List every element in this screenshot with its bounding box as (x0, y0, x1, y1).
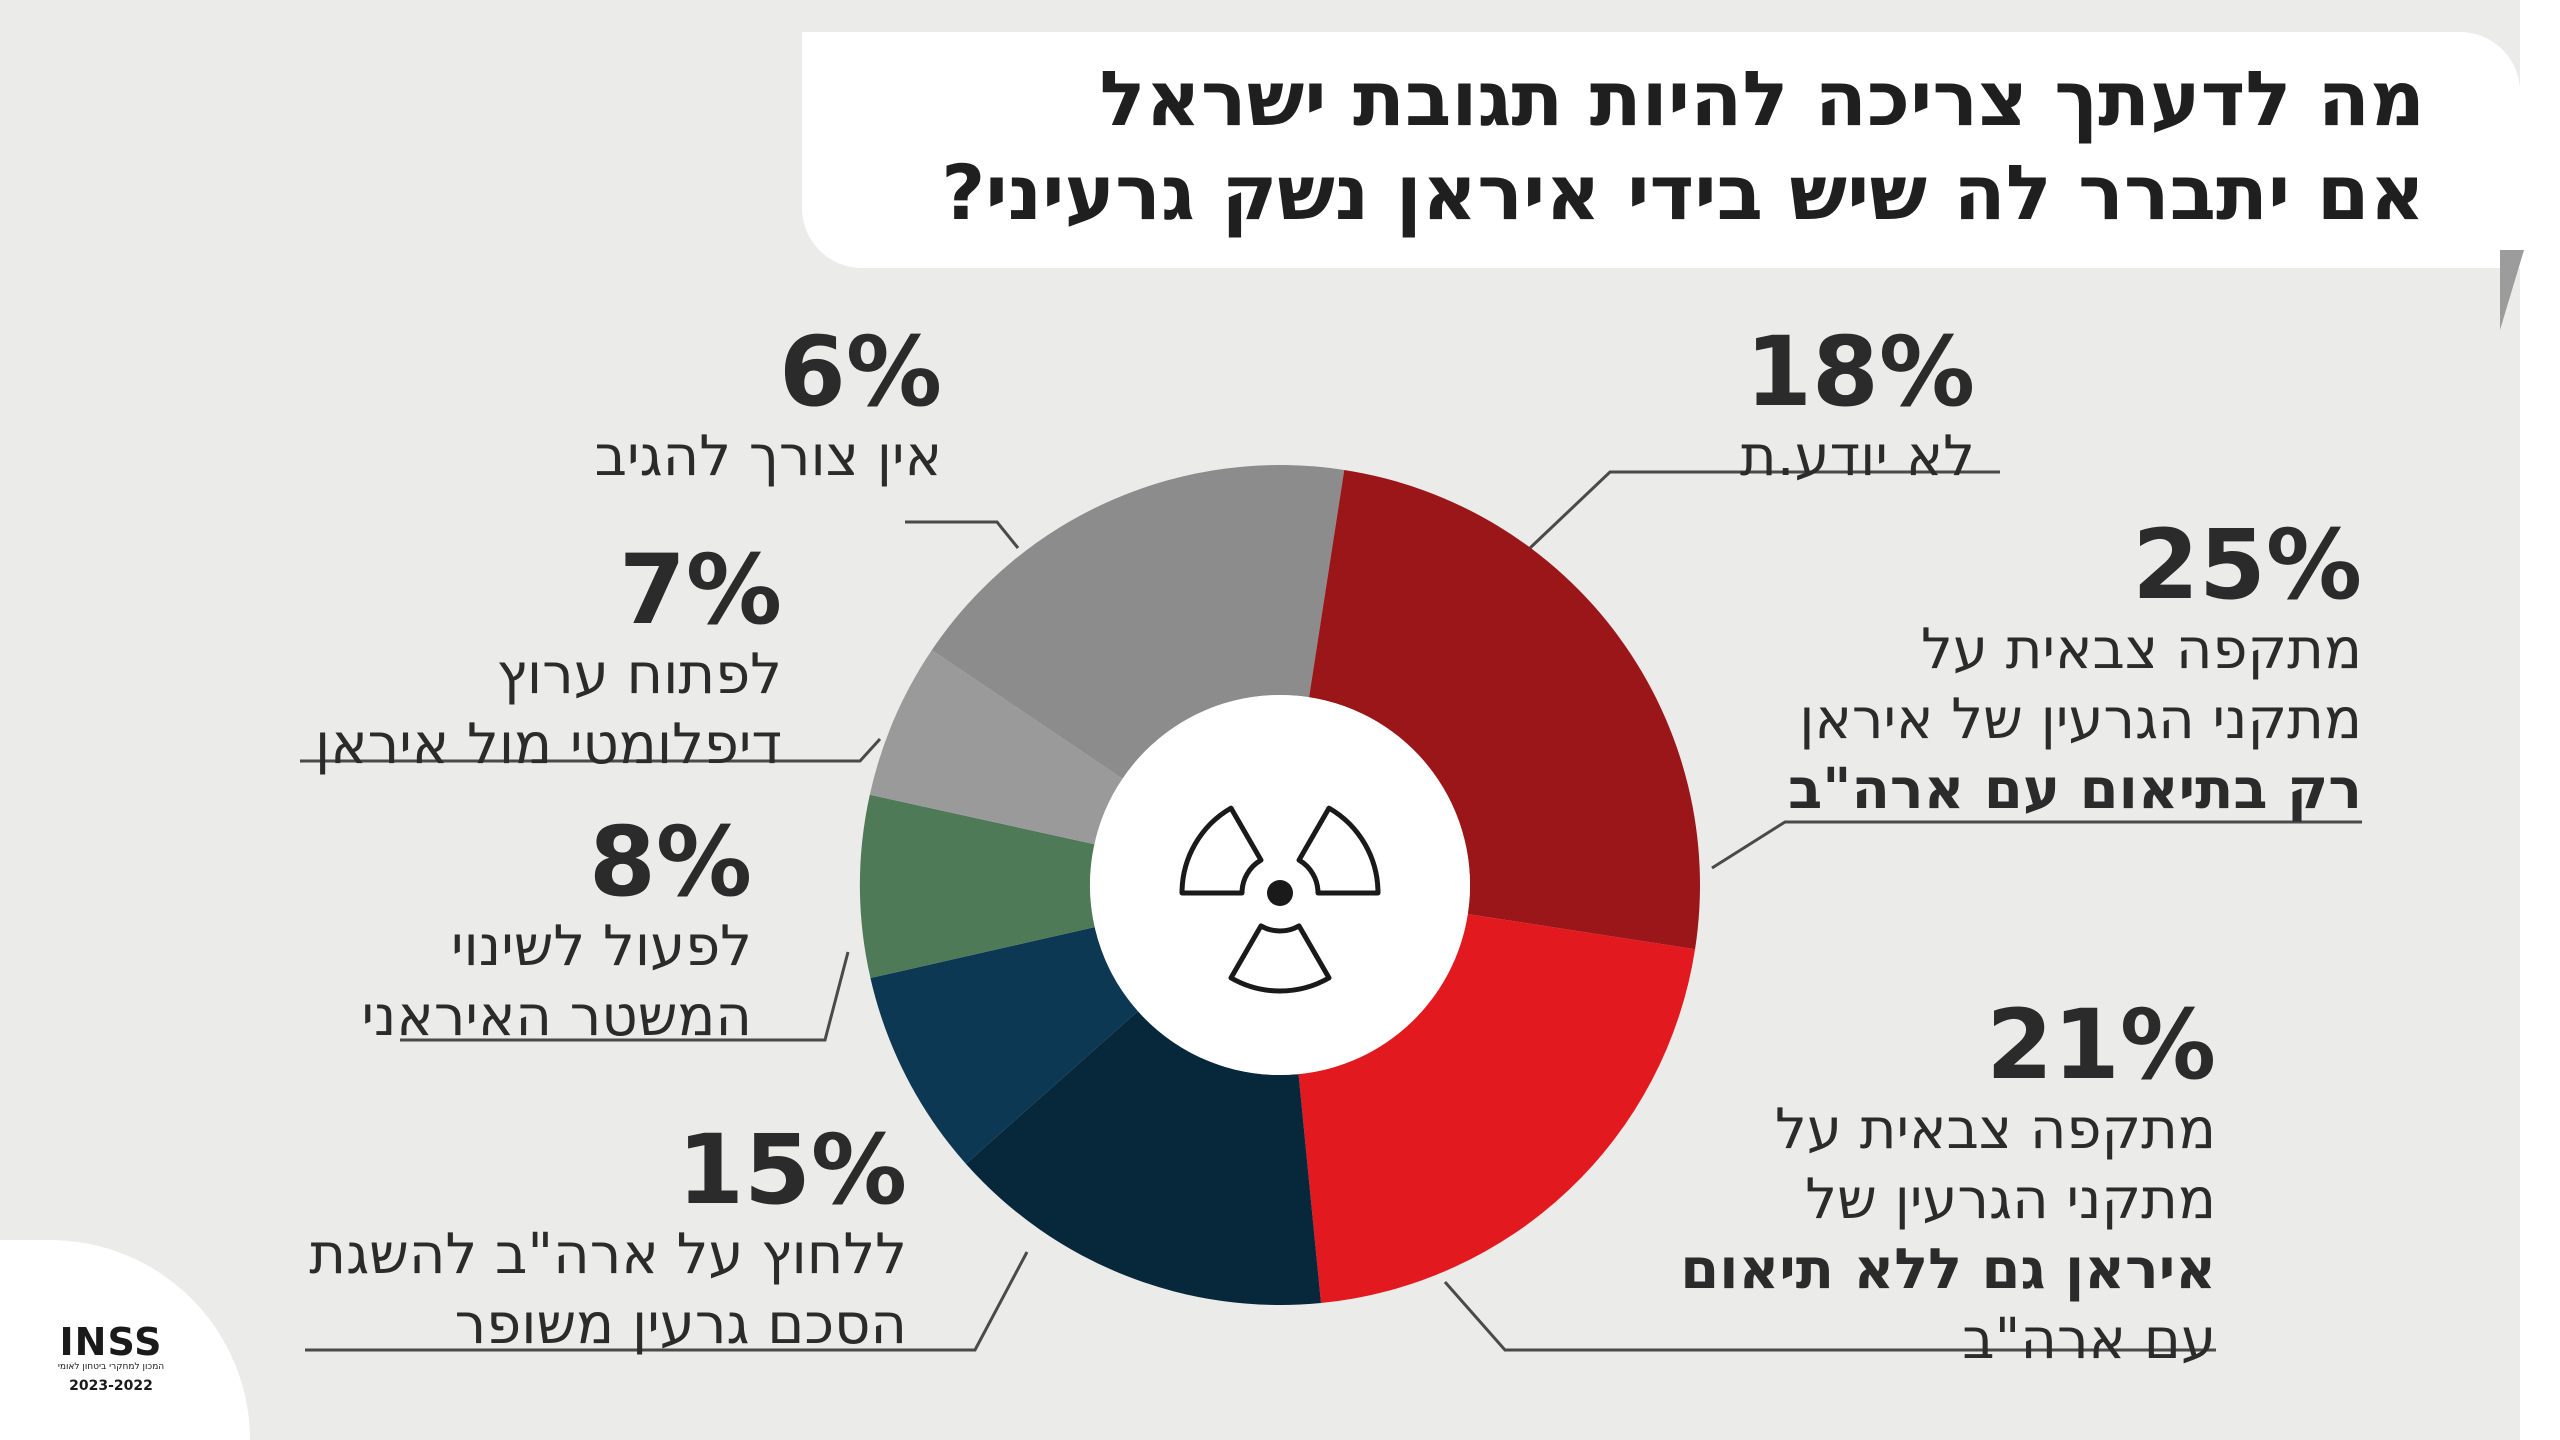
inss-logo: INSS המכון למחקרי ביטחון לאומי 2023-2022 (46, 1322, 176, 1395)
slice-2 (1309, 469, 1700, 950)
slice-percent-5: 8% (589, 806, 752, 918)
slice-label-4: 15% ללחוץ על ארה"ב להשגת הסכם גרעין משופר (309, 1120, 907, 1360)
logo-word: INSS (59, 1320, 163, 1364)
logo-subtitle: המכון למחקרי ביטחון לאומי (57, 1362, 165, 1372)
slice-desc-4-line-2: הסכם גרעין משופר (454, 1292, 907, 1357)
slice-desc-7-line-1: אין צורך להגיב (594, 424, 942, 489)
leader-line-6 (300, 737, 882, 763)
leader-line-3 (1443, 1281, 2216, 1352)
slice-label-1: 18% לא יודע.ת (1740, 322, 1975, 492)
radiation-center-dot (1267, 880, 1293, 906)
slice-desc-2-line-3: רק בתיאום עם ארה"ב (1788, 757, 2362, 822)
slice-label-5: 8% לפעול לשינוי המשטר האיראני (361, 812, 752, 1052)
slice-5 (870, 927, 1138, 1164)
slice-desc-5-line-2: המשטר האיראני (361, 984, 752, 1049)
title-line-2: אם יתברר לה שיש בידי איראן נשק גרעיני? (941, 148, 2425, 237)
slice-desc-5-line-1: לפעול לשינוי (451, 914, 752, 979)
slice-percent-1: 18% (1745, 316, 1975, 428)
leader-line-1 (1528, 470, 2000, 550)
leader-line-2 (1711, 820, 2362, 870)
slice-7 (869, 650, 1123, 845)
slice-desc-3-line-3: איראן גם ללא תיאום (1680, 1237, 2216, 1302)
slice-percent-2: 25% (2132, 509, 2362, 621)
slice-3 (1298, 914, 1696, 1303)
leader-line-4 (305, 1251, 1029, 1352)
slice-percent-6: 7% (619, 534, 782, 646)
slice-desc-4-line-1: ללחוץ על ארה"ב להשגת (309, 1222, 907, 1287)
logo-years: 2023-2022 (69, 1378, 153, 1394)
slice-label-7: 6% אין צורך להגיב (595, 322, 942, 492)
slice-1 (931, 465, 1345, 779)
leader-line-5 (400, 951, 850, 1042)
slice-desc-6-line-1: לפתוח ערוץ (496, 642, 782, 707)
leader-lines (300, 470, 2362, 1352)
slice-desc-1-line-1: לא יודע.ת (1739, 424, 1975, 489)
radiation-icon (1179, 805, 1381, 994)
slice-percent-4: 15% (677, 1114, 907, 1226)
slice-6 (859, 794, 1095, 979)
slice-4 (965, 1011, 1321, 1305)
right-edge-strip (2520, 0, 2560, 1440)
title-box-tail (2500, 250, 2524, 330)
radiation-blade-2 (1296, 805, 1381, 896)
radiation-blade-1 (1179, 805, 1264, 896)
radiation-blade-3 (1228, 923, 1332, 994)
leader-line-7 (905, 520, 1020, 549)
slice-desc-3-line-2: מתקני הגרעין של (1805, 1167, 2216, 1232)
slice-percent-3: 21% (1986, 989, 2216, 1101)
slice-label-3: 21% מתקפה צבאית על מתקני הגרעין של איראן גם… (1680, 995, 2216, 1375)
title-line-1: מה לדעתך צריכה להיות תגובת ישראל (1099, 54, 2425, 143)
slice-label-2: 25% מתקפה צבאית על מתקני הגרעין של איראן רק… (1788, 515, 2362, 825)
slice-desc-3-line-4: עם ארה"ב (1962, 1307, 2216, 1372)
slice-percent-7: 6% (779, 316, 942, 428)
donut-slices (859, 465, 1700, 1305)
slice-desc-3-line-1: מתקפה צבאית על (1775, 1097, 2216, 1162)
slice-desc-6-line-2: דיפלומטי מול איראן (314, 712, 782, 777)
chart-title: מה לדעתך צריכה להיות תגובת ישראל אם יתבר… (805, 52, 2425, 240)
slice-desc-2-line-2: מתקני הגרעין של איראן (1799, 687, 2362, 752)
slice-desc-2-line-1: מתקפה צבאית על (1921, 617, 2362, 682)
title-box: מה לדעתך צריכה להיות תגובת ישראל אם יתבר… (802, 32, 2520, 268)
slice-label-6: 7% לפתוח ערוץ דיפלומטי מול איראן (315, 540, 782, 780)
